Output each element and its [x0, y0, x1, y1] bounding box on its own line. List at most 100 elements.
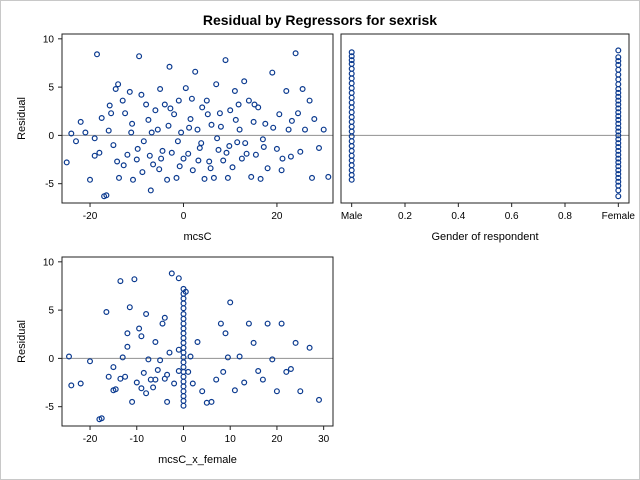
data-point	[348, 114, 355, 121]
data-point	[126, 88, 133, 95]
data-point	[278, 320, 285, 327]
data-point	[615, 132, 622, 139]
data-point	[248, 173, 255, 180]
data-point	[180, 295, 187, 302]
data-point	[110, 364, 117, 371]
data-point	[194, 339, 201, 346]
data-point	[180, 315, 187, 322]
data-point	[167, 105, 174, 112]
y-tick-label: 10	[43, 34, 55, 45]
data-point	[615, 159, 622, 166]
data-point	[213, 376, 220, 383]
data-point	[238, 155, 245, 162]
data-point	[201, 175, 208, 182]
data-point	[615, 136, 622, 143]
data-point	[195, 157, 202, 164]
data-point	[189, 380, 196, 387]
data-point	[134, 145, 141, 152]
data-point	[242, 140, 249, 147]
data-point	[288, 117, 295, 124]
chart-panel-3: -20 -10 0 10 20 30 -5 0 5 10 mcsC_x_female Residual	[16, 256, 334, 466]
data-point	[164, 398, 171, 405]
data-point	[348, 167, 355, 174]
data-point	[262, 120, 269, 127]
data-point	[615, 187, 622, 194]
x-tick-label: 10	[225, 434, 237, 445]
data-point	[348, 152, 355, 159]
data-point	[180, 335, 187, 342]
data-point	[279, 155, 286, 162]
data-point	[120, 162, 127, 169]
data-point	[161, 101, 168, 108]
data-point	[176, 163, 183, 170]
x-tick-label: 30	[318, 434, 330, 445]
data-point	[146, 152, 153, 159]
data-point	[180, 300, 187, 307]
data-point	[348, 49, 355, 56]
data-point	[103, 309, 110, 316]
data-point	[311, 115, 318, 122]
data-point	[180, 349, 187, 356]
data-point	[180, 155, 187, 162]
data-point	[292, 339, 299, 346]
data-point	[615, 193, 622, 200]
data-point	[180, 402, 187, 409]
data-point	[150, 161, 157, 168]
data-point	[615, 124, 622, 131]
data-point	[140, 369, 147, 376]
data-point	[180, 359, 187, 366]
data-point	[615, 151, 622, 158]
x-tick-label: 0	[181, 211, 187, 222]
data-point	[93, 51, 100, 58]
data-point	[180, 311, 187, 318]
data-point	[139, 169, 146, 176]
data-point	[138, 91, 145, 98]
data-point	[180, 393, 187, 400]
data-point	[348, 123, 355, 130]
data-point	[164, 371, 171, 378]
y-tick-label: -5	[45, 179, 54, 190]
data-point	[106, 102, 113, 109]
data-point	[133, 156, 140, 163]
y-tick-label: 5	[48, 306, 54, 317]
data-point	[82, 129, 89, 136]
data-point	[158, 155, 165, 162]
data-point	[283, 87, 290, 94]
data-point	[72, 138, 79, 145]
data-point	[122, 110, 129, 117]
data-point	[180, 325, 187, 332]
data-point	[348, 65, 355, 72]
data-point	[86, 358, 93, 365]
data-point	[138, 333, 145, 340]
data-point	[98, 114, 105, 121]
data-point	[203, 399, 210, 406]
data-point	[164, 176, 171, 183]
data-point	[615, 81, 622, 88]
data-point	[143, 101, 150, 108]
data-point	[180, 320, 187, 327]
data-point	[119, 354, 126, 361]
data-point	[222, 330, 229, 337]
data-point	[348, 99, 355, 106]
data-point	[168, 149, 175, 156]
data-point	[259, 376, 266, 383]
data-point	[348, 80, 355, 87]
data-point	[257, 175, 264, 182]
y-axis-label: Residual	[16, 97, 28, 140]
data-point	[180, 330, 187, 337]
data-point	[615, 144, 622, 151]
data-point	[306, 97, 313, 104]
data-point	[187, 115, 194, 122]
chart-title: Residual by Regressors for sexrisk	[203, 12, 437, 28]
y-tick-label: 5	[48, 83, 54, 94]
data-point	[615, 116, 622, 123]
data-point	[259, 136, 266, 143]
data-point	[156, 166, 163, 173]
data-point	[278, 167, 285, 174]
data-point	[180, 339, 187, 346]
data-point	[615, 155, 622, 162]
data-point	[348, 89, 355, 96]
data-point	[143, 390, 150, 397]
